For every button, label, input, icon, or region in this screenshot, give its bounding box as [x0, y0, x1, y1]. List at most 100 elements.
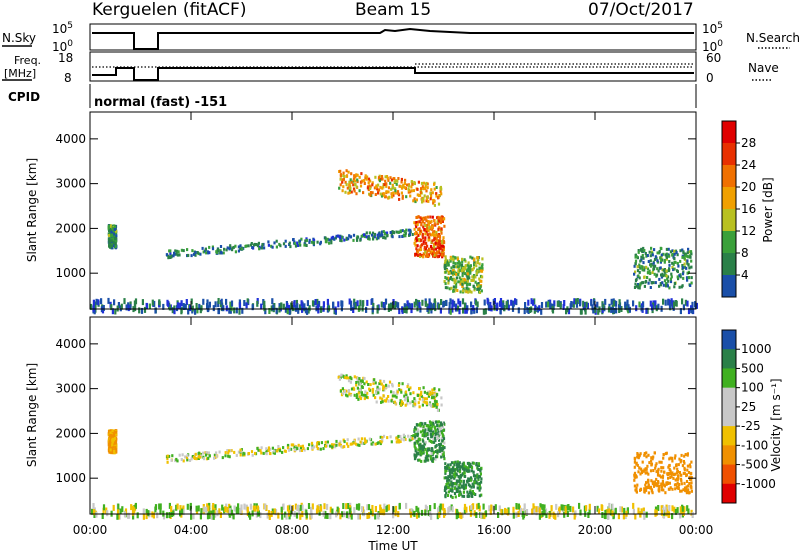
data-cell — [456, 258, 460, 261]
data-cell — [213, 453, 216, 457]
data-cell — [689, 255, 692, 259]
data-cell — [261, 243, 264, 247]
data-cell — [612, 300, 615, 307]
data-cell — [645, 279, 648, 283]
data-cell — [435, 186, 438, 189]
data-cell — [190, 513, 193, 520]
data-cell — [487, 304, 490, 311]
data-cell — [659, 283, 662, 287]
data-cell — [669, 301, 672, 308]
data-cell — [643, 468, 646, 472]
data-cell — [680, 285, 683, 289]
data-cell — [419, 443, 422, 447]
data-cell — [453, 492, 457, 495]
data-cell — [482, 308, 485, 315]
data-cell — [674, 260, 677, 264]
data-cell — [423, 397, 427, 401]
data-cell — [175, 504, 178, 511]
data-cell — [435, 405, 438, 409]
data-cell — [666, 275, 670, 279]
data-cell — [461, 260, 464, 264]
data-cell — [250, 242, 253, 245]
data-cell — [687, 263, 690, 267]
data-cell — [430, 247, 434, 251]
data-cell — [472, 278, 475, 282]
data-cell — [441, 439, 444, 443]
data-cell — [347, 379, 351, 383]
data-cell — [420, 452, 423, 456]
data-cell — [413, 301, 416, 308]
data-cell — [449, 298, 452, 305]
freq-trace — [92, 67, 694, 81]
data-cell — [431, 191, 434, 195]
data-cell — [380, 400, 383, 404]
data-cell — [358, 175, 361, 179]
data-cell — [362, 191, 365, 195]
data-cell — [432, 199, 435, 203]
data-cell — [438, 240, 441, 244]
data-cell — [111, 237, 114, 241]
data-cell — [328, 238, 331, 242]
data-cell — [205, 506, 208, 513]
data-cell — [657, 505, 660, 511]
data-cell — [386, 176, 389, 180]
data-cell — [459, 512, 462, 519]
data-cell — [338, 442, 341, 446]
data-cell — [451, 302, 454, 309]
data-cell — [427, 425, 430, 429]
data-cell — [430, 396, 434, 400]
data-cell — [354, 302, 357, 309]
data-cell — [417, 423, 420, 427]
x-tick-label: 04:00 — [174, 523, 209, 537]
data-cell — [669, 486, 672, 490]
data-cell — [682, 266, 685, 270]
data-cell — [299, 449, 302, 453]
data-cell — [635, 255, 638, 259]
data-cell — [478, 494, 481, 498]
data-cell — [661, 479, 664, 483]
data-cell — [458, 483, 461, 487]
data-cell — [655, 477, 658, 481]
data-cell — [400, 437, 403, 441]
data-cell — [575, 301, 579, 308]
data-cell — [348, 183, 351, 187]
data-cell — [345, 374, 348, 378]
data-cell — [463, 467, 466, 471]
data-cell — [452, 265, 455, 269]
data-cell — [627, 307, 630, 314]
data-cell — [452, 289, 455, 293]
data-cell — [463, 272, 466, 276]
data-cell — [142, 513, 145, 520]
data-cell — [395, 436, 398, 440]
data-cell — [256, 300, 259, 307]
data-cell — [477, 287, 480, 291]
data-cell — [224, 506, 227, 513]
data-cell — [687, 508, 690, 515]
data-cell — [271, 508, 274, 515]
data-cell — [401, 382, 404, 386]
data-cell — [435, 240, 439, 243]
data-cell — [553, 513, 556, 519]
nsky-trace — [92, 27, 694, 50]
data-cell — [319, 240, 322, 244]
data-cell — [420, 254, 423, 257]
data-cell — [267, 240, 270, 244]
data-cell — [407, 190, 410, 194]
data-cell — [678, 285, 681, 289]
data-cell — [662, 268, 665, 272]
data-cell — [640, 471, 644, 475]
data-cell — [472, 305, 475, 311]
data-cell — [646, 271, 649, 275]
data-cell — [182, 509, 185, 516]
data-cell — [641, 268, 644, 272]
data-cell — [228, 508, 231, 515]
data-cell — [360, 180, 363, 184]
freq-panel: Freq. [MHz] 18 8 60 0 Nave — [2, 51, 779, 85]
data-cell — [287, 304, 291, 311]
data-cell — [489, 508, 492, 515]
data-cell — [673, 249, 676, 253]
data-cell — [690, 486, 693, 490]
data-cell — [102, 507, 105, 514]
power-data — [90, 169, 698, 315]
data-cell — [344, 180, 347, 184]
